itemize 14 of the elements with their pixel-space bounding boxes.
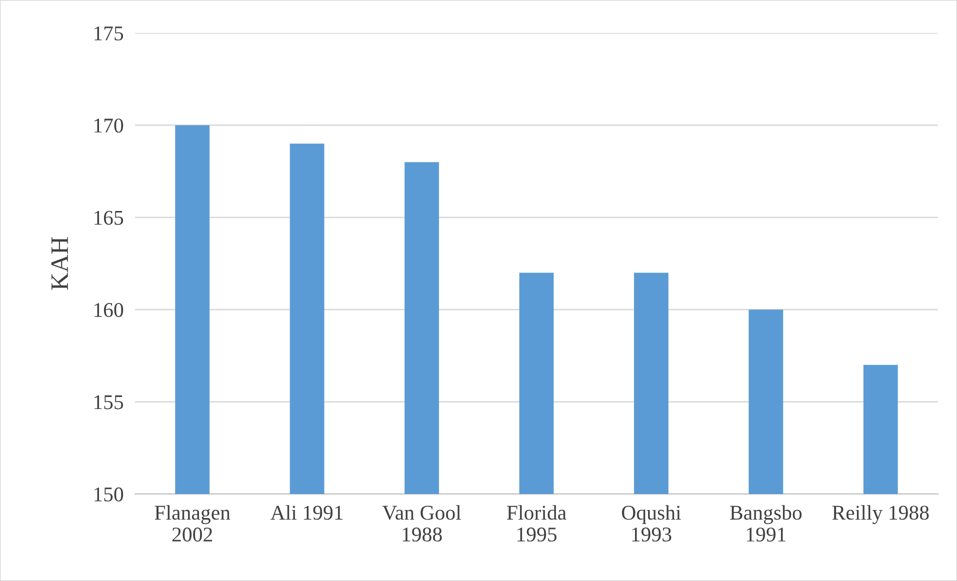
x-tick-label: Flanagen 2002 <box>154 505 230 542</box>
y-tick-label: 160 <box>94 302 124 318</box>
y-tick-label: 175 <box>94 26 124 40</box>
x-tick-label: Ali 1991 <box>270 505 343 520</box>
y-axis-title: KAH <box>51 237 68 290</box>
y-tick-label: 150 <box>94 487 124 502</box>
x-tick-label: Van Gool 1988 <box>382 505 461 542</box>
x-tick-label: Florida 1995 <box>507 505 566 542</box>
y-tick-label: 155 <box>94 395 124 410</box>
y-tick-label: 165 <box>94 210 124 225</box>
x-tick-label: Reilly 1988 <box>832 505 929 524</box>
y-tick-label: 170 <box>94 118 124 133</box>
x-tick-label: Bangsbo 1991 <box>730 505 802 542</box>
x-tick-label: Oqushi 1993 <box>622 505 681 542</box>
